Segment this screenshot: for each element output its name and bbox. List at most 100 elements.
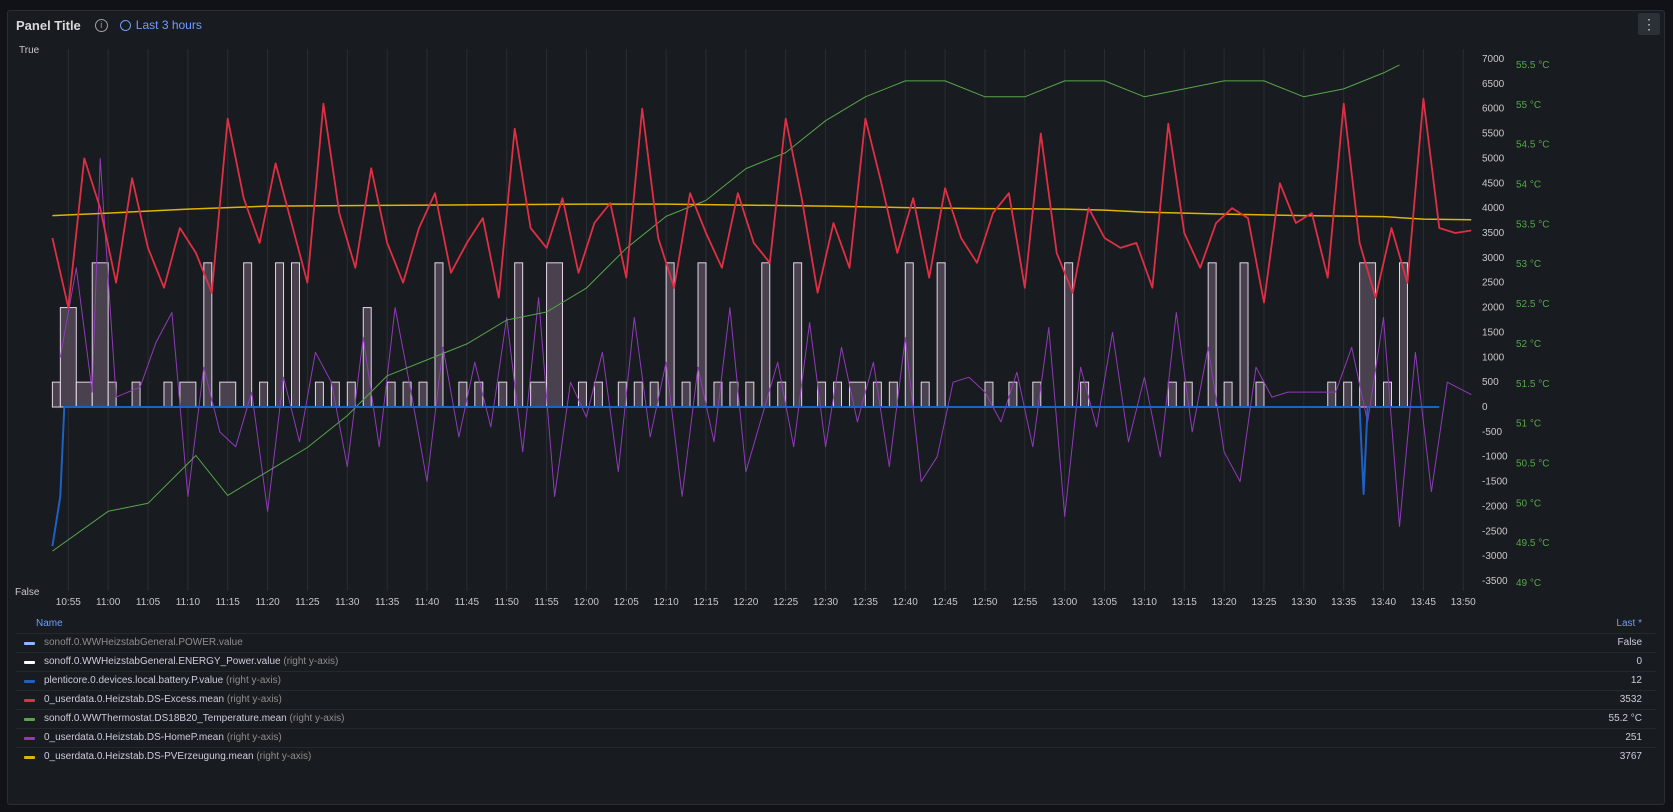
x-tick-label: 11:45 (455, 597, 480, 608)
info-icon[interactable]: i (94, 18, 108, 32)
energy-power-bar (593, 381, 603, 408)
temp-tick-label: 52 °C (1516, 339, 1541, 350)
legend-rows: sonoff.0.WWHeizstabGeneral.POWER.value Fa… (16, 633, 1656, 766)
power-tick-label: 3000 (1482, 253, 1505, 264)
power-tick-label: 4000 (1482, 203, 1505, 214)
energy-power-bar (474, 381, 484, 408)
series-color-swatch (24, 661, 35, 664)
power-tick-label: -1000 (1482, 452, 1508, 463)
series-name-text: sonoff.0.WWThermostat.DS18B20_Temperatur… (44, 713, 287, 724)
legend-row[interactable]: 0_userdata.0.Heizstab.DS-PVErzeugung.mea… (16, 747, 1656, 766)
energy-power-bar (888, 381, 898, 408)
kebab-menu-icon[interactable]: ⋮ (1638, 13, 1660, 35)
x-tick-label: 13:35 (1331, 597, 1356, 608)
power-tick-label: -2000 (1482, 501, 1508, 512)
x-tick-label: 13:25 (1251, 597, 1276, 608)
legend-series-name[interactable]: sonoff.0.WWThermostat.DS18B20_Temperatur… (44, 713, 345, 724)
legend-series-name[interactable]: 0_userdata.0.Heizstab.DS-Excess.mean (ri… (44, 694, 282, 705)
temperature-series-line (52, 64, 1400, 552)
x-tick-label: 11:25 (295, 597, 320, 608)
x-tick-label: 12:15 (693, 597, 718, 608)
legend-row[interactable]: plenticore.0.devices.local.battery.P.val… (16, 671, 1656, 690)
series-color-swatch (24, 642, 35, 645)
series-name-text: 0_userdata.0.Heizstab.DS-PVErzeugung.mea… (44, 751, 254, 762)
energy-power-bar (498, 381, 508, 408)
energy-power-bar (434, 262, 444, 408)
x-tick-label: 12:35 (853, 597, 878, 608)
legend-last-value: 251 (1625, 732, 1642, 743)
power-tick-label: 1500 (1482, 327, 1505, 338)
legend-series-name[interactable]: 0_userdata.0.Heizstab.DS-PVErzeugung.mea… (44, 751, 311, 762)
power-tick-label: -3500 (1482, 576, 1508, 587)
energy-power-bar (59, 307, 77, 408)
legend-last-header[interactable]: Last * (1616, 618, 1642, 629)
pv-erzeugung-series-line (52, 203, 1472, 221)
power-tick-label: 6000 (1482, 104, 1505, 115)
temp-tick-label: 50.5 °C (1516, 458, 1549, 469)
panel-title[interactable]: Panel Title (16, 17, 81, 33)
energy-power-bar (793, 262, 803, 408)
legend-row[interactable]: sonoff.0.WWHeizstabGeneral.POWER.value Fa… (16, 633, 1656, 652)
legend-last-value: 55.2 °C (1608, 713, 1642, 724)
time-range-label: Last 3 hours (135, 18, 202, 32)
energy-power-bar (1167, 381, 1177, 408)
x-tick-label: 10:55 (56, 597, 81, 608)
energy-power-bar (729, 381, 739, 408)
power-tick-label: -500 (1482, 427, 1502, 438)
energy-power-bar (546, 262, 564, 408)
x-tick-label: 12:10 (654, 597, 679, 608)
legend-series-name[interactable]: plenticore.0.devices.local.battery.P.val… (44, 675, 281, 686)
legend-last-value: False (1617, 637, 1642, 648)
temp-tick-label: 49.5 °C (1516, 538, 1549, 549)
legend-row[interactable]: 0_userdata.0.Heizstab.DS-HomeP.mean (rig… (16, 728, 1656, 747)
energy-power-bar (131, 381, 141, 408)
series-color-swatch (24, 756, 35, 759)
legend-series-name[interactable]: sonoff.0.WWHeizstabGeneral.ENERGY_Power.… (44, 656, 338, 667)
power-tick-label: 6500 (1482, 79, 1505, 90)
legend-row[interactable]: 0_userdata.0.Heizstab.DS-Excess.mean (ri… (16, 690, 1656, 709)
energy-power-bar (745, 381, 755, 408)
power-tick-label: 5000 (1482, 153, 1505, 164)
x-tick-label: 11:05 (136, 597, 161, 608)
temp-tick-label: 52.5 °C (1516, 299, 1549, 310)
energy-power-bar (514, 262, 524, 408)
energy-power-bar (243, 262, 253, 408)
axis-note: (right y-axis) (224, 694, 282, 705)
axis-note: (right y-axis) (286, 713, 345, 724)
x-tick-label: 11:55 (534, 597, 559, 608)
legend-row[interactable]: sonoff.0.WWThermostat.DS18B20_Temperatur… (16, 709, 1656, 728)
series-name-text: 0_userdata.0.Heizstab.DS-HomeP.mean (44, 732, 224, 743)
x-tick-label: 12:30 (813, 597, 838, 608)
series-color-swatch (24, 680, 35, 683)
bool-axis-false-label: False (15, 587, 40, 598)
energy-power-bar (920, 381, 930, 408)
legend-header: Name Last * (16, 615, 1656, 633)
legend-series-name[interactable]: sonoff.0.WWHeizstabGeneral.POWER.value (44, 637, 243, 648)
energy-power-bar (904, 262, 914, 408)
temp-tick-label: 50 °C (1516, 498, 1541, 509)
energy-power-bar (259, 381, 269, 408)
energy-power-bar (530, 381, 548, 408)
temp-tick-label: 49 °C (1516, 578, 1541, 589)
power-tick-label: 4500 (1482, 178, 1505, 189)
energy-power-bar (761, 262, 771, 408)
energy-power-bar (362, 307, 372, 408)
series-name-text: 0_userdata.0.Heizstab.DS-Excess.mean (44, 694, 225, 705)
energy-power-bar (1223, 381, 1233, 408)
temp-tick-label: 51.5 °C (1516, 379, 1549, 390)
energy-power-bar (1343, 381, 1353, 408)
energy-power-bar (219, 381, 237, 408)
energy-power-bar (1398, 262, 1408, 408)
x-tick-label: 13:00 (1052, 597, 1077, 608)
legend-last-value: 3767 (1619, 751, 1642, 762)
series-name-text: sonoff.0.WWHeizstabGeneral.POWER.value (44, 637, 243, 648)
legend-name-header[interactable]: Name (36, 618, 63, 629)
x-tick-label: 12:55 (1012, 597, 1037, 608)
time-series-chart[interactable]: 10:55 11:00 11:05 11:10 11:15 11:20 11:25 11:30… (8, 11, 1666, 611)
energy-power-bar (75, 381, 93, 408)
legend-series-name[interactable]: 0_userdata.0.Heizstab.DS-HomeP.mean (rig… (44, 732, 282, 743)
energy-power-bar (346, 381, 356, 408)
power-tick-label: 7000 (1482, 54, 1505, 65)
time-range-link[interactable]: Last 3 hours (119, 18, 202, 32)
legend-row[interactable]: sonoff.0.WWHeizstabGeneral.ENERGY_Power.… (16, 652, 1656, 671)
